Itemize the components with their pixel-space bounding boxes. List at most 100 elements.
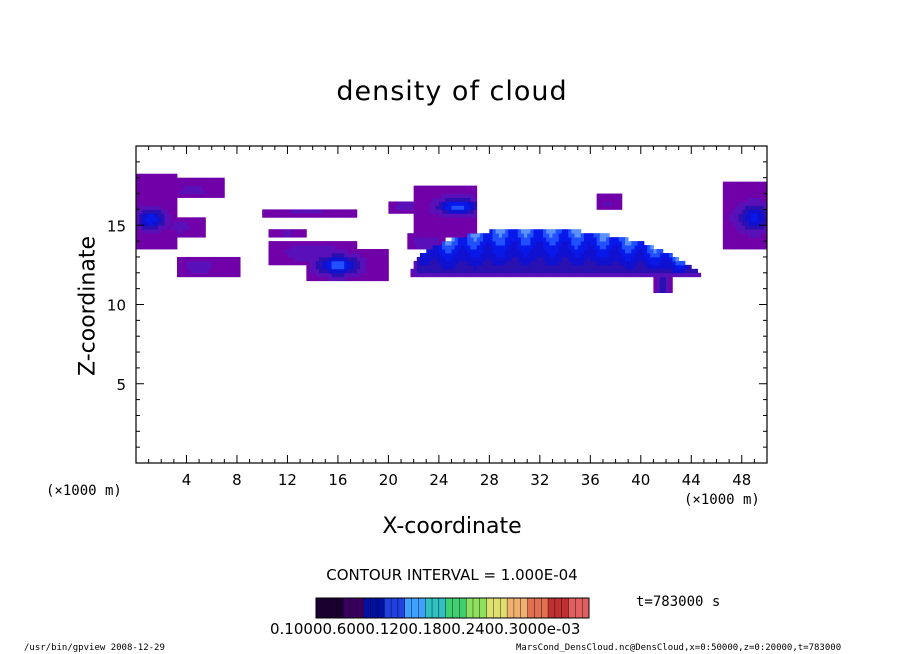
density-cell xyxy=(669,288,673,294)
density-cell xyxy=(596,205,601,210)
density-cell xyxy=(154,241,159,246)
density-cell xyxy=(606,256,610,262)
density-cell xyxy=(574,252,579,258)
density-cell xyxy=(524,272,528,278)
density-cell xyxy=(139,189,143,194)
density-cell xyxy=(202,268,206,274)
density-cell xyxy=(533,233,538,238)
density-cell xyxy=(571,268,575,274)
density-cell xyxy=(445,252,449,258)
density-cell xyxy=(640,260,645,266)
density-cell xyxy=(568,252,572,258)
density-cell xyxy=(328,252,333,258)
density-cell xyxy=(142,197,146,202)
density-cell xyxy=(754,233,758,238)
density-cell xyxy=(227,264,232,270)
density-cell xyxy=(662,260,667,266)
density-cell xyxy=(467,213,471,218)
density-cell xyxy=(473,189,478,194)
density-cell xyxy=(558,229,563,234)
density-cell xyxy=(426,245,430,250)
colorbar-segment xyxy=(561,597,570,619)
density-cell xyxy=(662,256,667,262)
density-cell xyxy=(464,225,468,230)
density-cell xyxy=(151,225,156,230)
density-cell xyxy=(514,237,519,242)
density-cell xyxy=(429,233,433,238)
density-cell xyxy=(136,237,140,242)
density-cell xyxy=(738,181,743,187)
density-cell xyxy=(290,213,295,218)
density-cell xyxy=(177,217,181,222)
density-cell xyxy=(306,241,310,246)
density-cell xyxy=(744,225,749,230)
density-cell xyxy=(268,252,273,258)
density-cell xyxy=(744,193,749,198)
density-cell xyxy=(555,256,560,262)
density-cell xyxy=(637,272,642,278)
density-cell xyxy=(426,217,430,222)
density-cell xyxy=(492,249,497,254)
x-tick-label: 44 xyxy=(682,471,701,489)
density-cell xyxy=(451,249,456,254)
density-cell xyxy=(347,264,351,270)
density-cell xyxy=(173,209,178,214)
density-cell xyxy=(517,229,522,234)
density-cell xyxy=(467,260,471,266)
density-cell xyxy=(524,268,528,274)
density-cell xyxy=(296,256,301,262)
density-cell xyxy=(139,197,143,202)
density-cell xyxy=(413,193,418,198)
density-cell xyxy=(722,193,727,198)
x-axis-label: X-coordinate xyxy=(382,514,522,539)
density-cell xyxy=(189,193,194,198)
density-cell xyxy=(467,189,471,194)
density-cell xyxy=(760,205,765,210)
density-cell xyxy=(511,229,515,234)
density-cell xyxy=(470,229,474,234)
density-cell xyxy=(615,272,620,278)
density-cell xyxy=(460,252,465,258)
density-cell xyxy=(148,229,153,234)
density-cell xyxy=(445,197,449,202)
density-cell xyxy=(584,233,588,238)
density-cell xyxy=(757,213,762,218)
density-cell xyxy=(290,233,295,238)
density-cell xyxy=(650,252,654,258)
density-cell xyxy=(139,177,143,183)
density-cell xyxy=(337,272,342,278)
density-cell xyxy=(416,245,421,250)
density-cell xyxy=(615,252,620,258)
density-cell xyxy=(483,264,487,270)
density-cell xyxy=(334,256,339,262)
density-cell xyxy=(609,268,613,274)
density-cell xyxy=(618,252,623,258)
density-cell xyxy=(561,245,566,250)
density-cell xyxy=(180,229,184,234)
density-cell xyxy=(457,201,462,206)
density-cell xyxy=(205,177,209,183)
density-cell xyxy=(666,276,670,282)
density-cell xyxy=(473,252,478,258)
colorbar-segment xyxy=(500,597,508,619)
density-cell xyxy=(277,249,282,254)
density-cell xyxy=(584,249,588,254)
density-cell xyxy=(520,268,525,274)
density-cell xyxy=(309,264,314,270)
density-cell xyxy=(653,256,657,262)
density-cell xyxy=(536,260,541,266)
density-cell xyxy=(574,229,579,234)
density-cell xyxy=(565,260,569,266)
density-cell xyxy=(725,217,730,222)
density-cell xyxy=(413,217,418,222)
density-cell xyxy=(224,268,228,274)
density-cell xyxy=(189,181,194,187)
density-cell xyxy=(615,264,620,270)
density-cell xyxy=(438,268,443,274)
density-cell xyxy=(599,256,604,262)
density-cell xyxy=(315,264,320,270)
density-cell xyxy=(347,245,351,250)
density-cell xyxy=(344,272,348,278)
density-cell xyxy=(498,241,503,246)
density-cell xyxy=(505,268,509,274)
